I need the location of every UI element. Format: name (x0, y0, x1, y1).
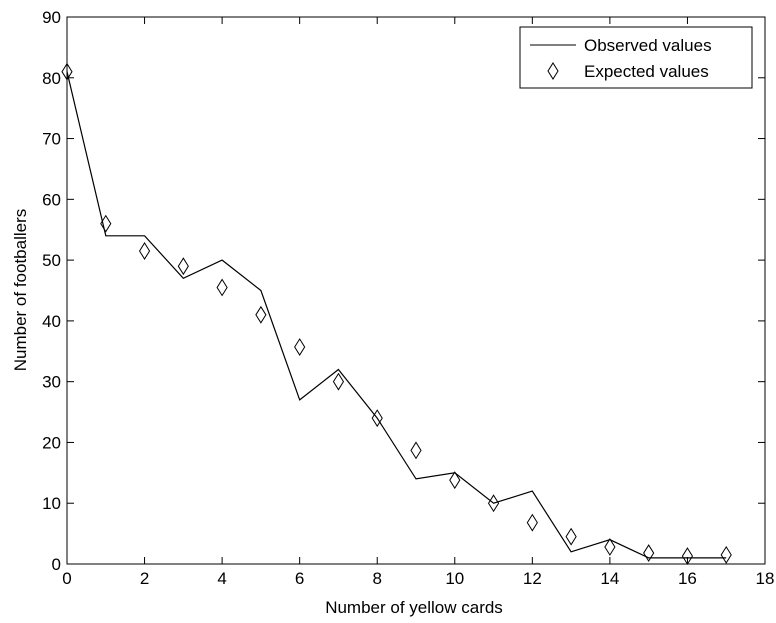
legend: Observed values Expected values (519, 26, 753, 89)
x-tick-label: 6 (295, 569, 304, 588)
y-tick-label: 0 (52, 555, 61, 574)
expected-value-marker (216, 278, 228, 297)
expected-value-marker (371, 409, 383, 428)
expected-value-marker (487, 494, 500, 513)
x-tick-label: 14 (600, 569, 619, 588)
x-tick-label: 2 (140, 569, 149, 588)
y-tick-label: 80 (42, 69, 61, 88)
legend-box (519, 26, 753, 89)
y-tick-label: 20 (42, 433, 61, 452)
x-tick-label: 18 (756, 569, 775, 588)
expected-value-marker (294, 338, 306, 356)
x-tick-label: 12 (523, 569, 542, 588)
x-tick-label: 10 (445, 569, 464, 588)
x-tick-label: 16 (678, 569, 697, 588)
y-axis-ticks: 0 10 20 30 40 50 60 70 80 90 (42, 8, 765, 574)
expected-value-marker (526, 513, 538, 532)
x-tick-label: 8 (372, 569, 381, 588)
legend-label-observed: Observed values (584, 36, 712, 55)
expected-value-marker (138, 242, 151, 260)
expected-series (61, 62, 732, 566)
legend-label-expected: Expected values (584, 62, 709, 81)
expected-value-marker (255, 305, 267, 324)
expected-value-marker (565, 527, 577, 546)
expected-value-marker (720, 545, 732, 564)
y-tick-label: 40 (42, 312, 61, 331)
expected-value-marker (643, 544, 655, 563)
expected-value-marker (410, 441, 422, 460)
x-axis-label: Number of yellow cards (325, 598, 503, 617)
expected-value-marker (100, 214, 112, 233)
observed-values-line (66, 71, 727, 559)
x-tick-label: 0 (62, 569, 71, 588)
expected-value-marker (332, 372, 345, 391)
y-tick-label: 60 (42, 190, 61, 209)
expected-value-marker (604, 538, 616, 556)
observed-series (66, 71, 727, 559)
expected-value-marker (681, 547, 694, 566)
expected-value-marker (61, 62, 73, 81)
expected-value-marker (449, 471, 461, 490)
x-axis-ticks: 0 2 4 6 8 10 12 14 16 18 (62, 17, 774, 588)
y-tick-label: 30 (42, 373, 61, 392)
y-tick-label: 50 (42, 251, 61, 270)
y-axis-label: Number of footballers (11, 209, 30, 372)
x-tick-label: 4 (217, 569, 226, 588)
y-tick-label: 70 (42, 130, 61, 149)
plot-area (66, 16, 766, 565)
legend-diamond-swatch (547, 62, 559, 80)
y-tick-label: 90 (42, 8, 61, 27)
expected-value-marker (177, 257, 189, 276)
y-tick-label: 10 (42, 494, 61, 513)
